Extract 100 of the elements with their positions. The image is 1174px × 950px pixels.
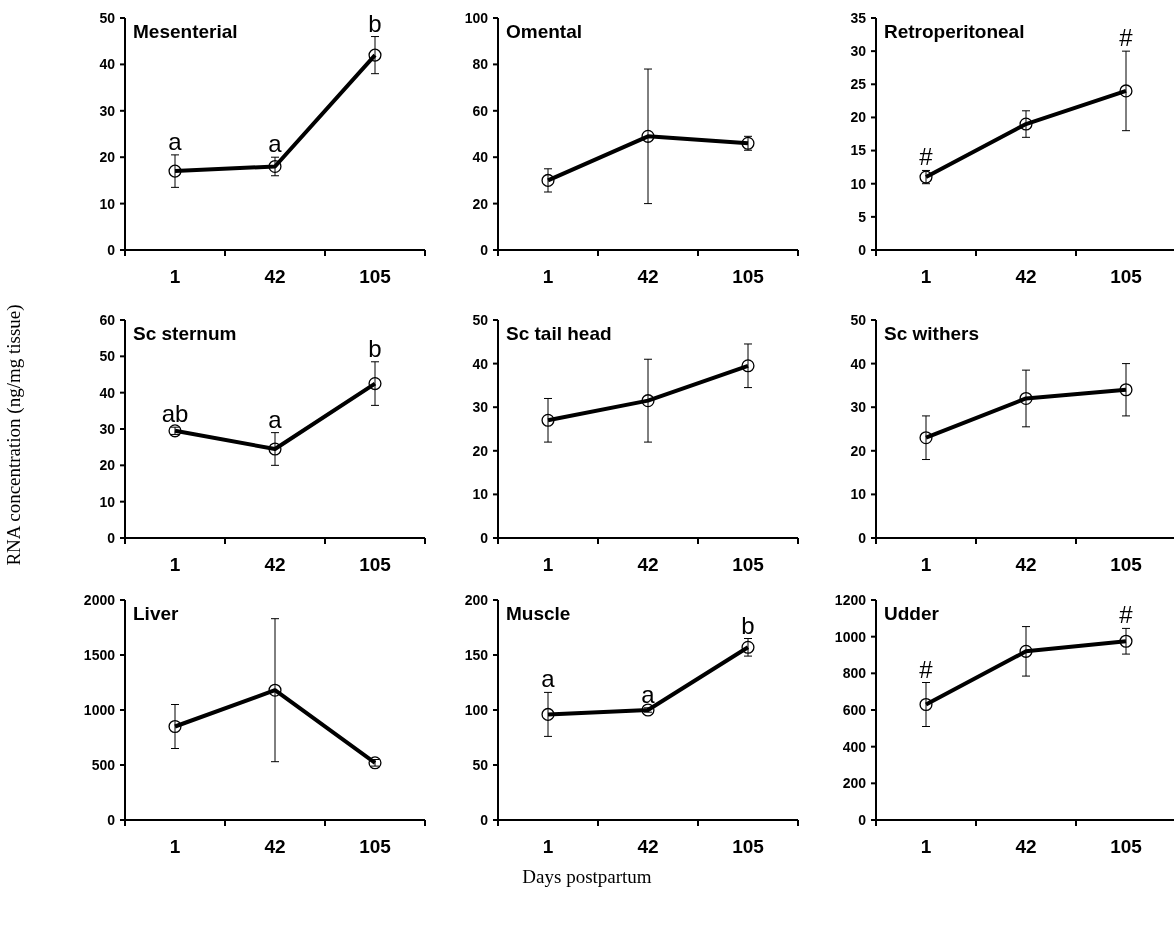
x-tick-label: 42 (1015, 266, 1037, 287)
y-tick-label: 1500 (83, 646, 116, 663)
y-tick-label: 40 (99, 384, 116, 401)
y-tick-label: 20 (472, 442, 489, 459)
point (1119, 84, 1133, 98)
y-tick-label: 0 (480, 529, 489, 546)
point (368, 48, 382, 62)
y-tick-label: 0 (858, 241, 867, 258)
point (368, 377, 382, 391)
point (1119, 383, 1133, 397)
point (1019, 117, 1033, 131)
y-tick-label: 40 (472, 355, 489, 372)
x-tick-label: 105 (359, 836, 392, 857)
y-tick-label: 1000 (83, 701, 116, 718)
y-tick-label: 400 (842, 738, 867, 755)
point (1019, 391, 1033, 406)
x-tick-label: 1 (542, 266, 554, 287)
y-tick-label: 5 (858, 208, 867, 225)
y-tick-label: 60 (99, 311, 116, 328)
y-tick-label: 0 (858, 529, 867, 546)
annotation: ab (161, 400, 189, 428)
y-tick-label: 50 (99, 9, 116, 26)
x-tick-label: 1 (920, 266, 932, 287)
annotation: # (919, 143, 934, 171)
point (641, 394, 655, 408)
y-tick-label: 0 (107, 811, 116, 828)
y-tick-label: 40 (850, 355, 867, 372)
point (919, 431, 933, 445)
point (919, 697, 933, 712)
point (1119, 634, 1133, 648)
x-tick-label: 42 (264, 266, 286, 287)
y-tick-label: 10 (99, 493, 116, 510)
annotation: b (368, 334, 382, 362)
y-tick-label: 30 (472, 399, 489, 416)
point (1019, 644, 1033, 658)
chart-title: Sc sternum (133, 323, 237, 344)
y-tick-label: 10 (472, 486, 489, 503)
x-tick-label: 1 (542, 554, 554, 575)
x-tick-label: 105 (359, 554, 392, 575)
chart-title: Omental (506, 21, 583, 42)
y-tick-label: 200 (842, 775, 867, 792)
y-tick-label: 30 (850, 399, 867, 416)
y-tick-label: 10 (850, 175, 867, 192)
x-tick-label: 1 (169, 836, 181, 857)
x-tick-label: 42 (264, 836, 286, 857)
y-tick-label: 20 (99, 457, 116, 474)
y-tick-label: 30 (99, 102, 116, 119)
x-tick-label: 105 (1110, 554, 1143, 575)
y-tick-label: 100 (464, 9, 489, 26)
y-tick-label: 1200 (834, 591, 867, 608)
y-tick-label: 80 (472, 56, 489, 73)
x-tick-label: 42 (1015, 836, 1037, 857)
x-tick-label: 42 (637, 836, 659, 857)
point (268, 683, 282, 697)
y-tick-label: 0 (107, 241, 116, 258)
x-tick-label: 1 (542, 836, 554, 857)
y-tick-label: 0 (107, 529, 116, 546)
point (741, 359, 755, 373)
x-tick-label: 42 (1015, 554, 1037, 575)
x-tick-label: 105 (732, 266, 765, 287)
chart-title: Udder (884, 603, 940, 624)
point (268, 442, 282, 456)
annotation: # (1119, 24, 1134, 52)
y-tick-label: 35 (850, 9, 867, 26)
y-tick-label: 40 (99, 56, 116, 73)
y-tick-label: 25 (850, 76, 867, 93)
annotation: b (741, 611, 755, 639)
annotation: a (268, 405, 283, 433)
point (168, 164, 182, 178)
point (168, 719, 182, 734)
point (641, 129, 655, 143)
y-tick-label: 100 (464, 701, 489, 718)
annotation: a (641, 680, 656, 708)
y-tick-label: 20 (850, 109, 867, 126)
point (541, 413, 555, 427)
x-tick-label: 1 (169, 554, 181, 575)
x-tick-label: 1 (920, 554, 932, 575)
x-tick-label: 105 (732, 554, 765, 575)
y-tick-label: 50 (850, 311, 867, 328)
y-tick-label: 40 (472, 149, 489, 166)
y-tick-label: 50 (99, 348, 116, 365)
x-tick-label: 1 (920, 836, 932, 857)
y-axis-title: RNA concentration (ng/mg tissue) (3, 304, 25, 566)
annotation: # (1119, 601, 1134, 629)
y-tick-label: 1000 (834, 628, 867, 645)
chart-title: Mesenterial (133, 21, 238, 42)
y-tick-label: 30 (850, 43, 867, 60)
point (641, 703, 655, 717)
point (541, 173, 555, 187)
chart-title: Retroperitoneal (884, 21, 1025, 42)
y-tick-label: 30 (99, 420, 116, 437)
y-tick-label: 20 (850, 442, 867, 459)
y-tick-label: 50 (472, 311, 489, 328)
y-tick-label: 0 (480, 811, 489, 828)
x-tick-label: 105 (1110, 266, 1143, 287)
annotation: a (268, 130, 283, 158)
y-tick-label: 150 (464, 646, 489, 663)
x-tick-label: 105 (732, 836, 765, 857)
y-tick-label: 50 (472, 756, 489, 773)
y-tick-label: 60 (472, 102, 489, 119)
